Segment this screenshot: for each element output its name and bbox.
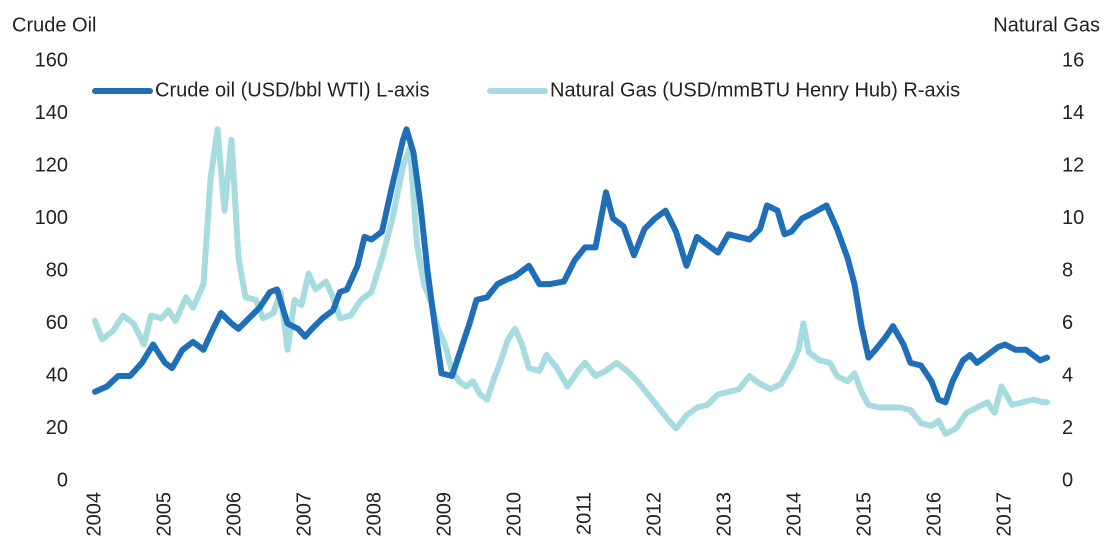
x-tick-label: 2006 — [223, 492, 245, 537]
y-tick-label: 20 — [46, 417, 68, 439]
y-tick-label: 40 — [46, 364, 68, 386]
y-tick-label: 160 — [35, 49, 68, 71]
y-tick-label: 100 — [35, 207, 68, 229]
legend-label: Natural Gas (USD/mmBTU Henry Hub) R-axis — [550, 79, 960, 101]
y2-tick-label: 12 — [1062, 154, 1084, 176]
y-tick-label: 80 — [46, 259, 68, 281]
legend-background — [91, 77, 481, 105]
data-line — [92, 126, 1050, 406]
y-tick-label: 0 — [57, 469, 68, 491]
y-tick-label: 140 — [35, 102, 68, 124]
x-tick-label: 2015 — [853, 492, 875, 537]
x-tick-label: 2017 — [993, 492, 1015, 537]
x-tick-label: 2008 — [363, 492, 385, 537]
y2-axis-title: Natural Gas — [993, 14, 1100, 36]
y2-tick-label: 2 — [1062, 417, 1073, 439]
x-tick-label: 2012 — [643, 492, 665, 537]
y2-tick-label: 4 — [1062, 364, 1073, 386]
x-tick-label: 2009 — [433, 492, 455, 537]
x-tick-label: 2010 — [503, 492, 525, 537]
x-tick-label: 2016 — [923, 492, 945, 537]
x-tick-label: 2005 — [153, 492, 175, 537]
legend-label: Crude oil (USD/bbl WTI) L-axis — [155, 79, 430, 101]
y2-tick-label: 0 — [1062, 469, 1073, 491]
x-tick-label: 2014 — [783, 492, 805, 537]
x-tick-label: 2013 — [713, 492, 735, 537]
y-tick-label: 120 — [35, 154, 68, 176]
y-tick-label: 60 — [46, 312, 68, 334]
y-axis-title: Crude Oil — [12, 14, 96, 36]
y2-tick-label: 14 — [1062, 102, 1084, 124]
x-tick-label: 2007 — [293, 492, 315, 537]
y2-tick-label: 6 — [1062, 312, 1073, 334]
x-tick-label: 2011 — [573, 492, 595, 535]
y2-tick-label: 16 — [1062, 49, 1084, 71]
y2-tick-label: 10 — [1062, 207, 1084, 229]
legend-background — [486, 77, 1046, 105]
y2-tick-label: 8 — [1062, 259, 1073, 281]
x-tick-label: 2004 — [83, 492, 105, 537]
data-line — [92, 126, 1050, 437]
